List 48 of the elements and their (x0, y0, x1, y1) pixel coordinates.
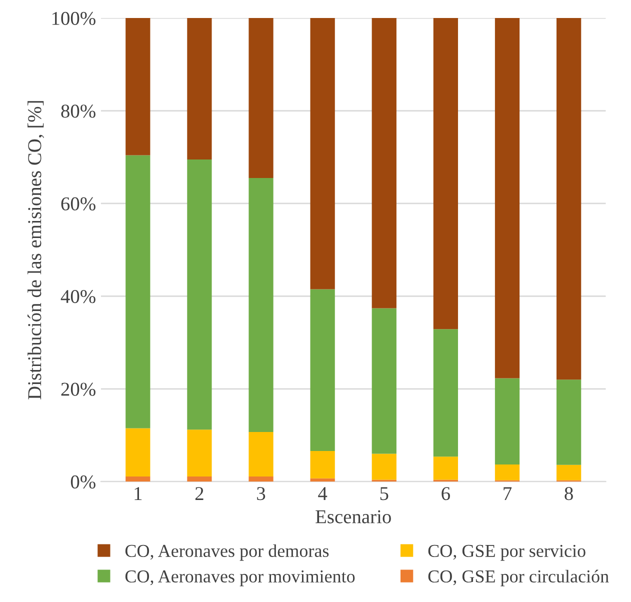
bar (433, 329, 458, 457)
bar (556, 380, 582, 465)
legend-label: CO, Aeronaves por demoras (125, 544, 329, 561)
bar (248, 476, 274, 482)
bar (187, 476, 212, 482)
bar (248, 18, 274, 178)
bar (310, 451, 335, 478)
y-tick-label: 0% (70, 475, 96, 489)
bar (556, 464, 582, 480)
x-tick-label: 2 (195, 487, 204, 500)
bar (433, 18, 458, 330)
y-tick-label: 20% (61, 382, 96, 396)
legend-label: CO, Aeronaves por movimiento (125, 570, 355, 586)
y-axis-title: Distribución de las emisiones CO, [%] (28, 101, 44, 400)
x-axis-title: Escenario (316, 510, 391, 524)
bar (248, 432, 274, 476)
bar (126, 155, 150, 428)
bar (494, 378, 520, 464)
legend-label: CO, GSE por servicio (428, 544, 586, 561)
bar (494, 464, 520, 480)
legend-label: CO, GSE por circulación (428, 570, 609, 586)
y-tick-label: 40% (60, 290, 96, 304)
bar (187, 18, 212, 160)
x-tick-label: 1 (134, 487, 142, 500)
x-tick-label: 3 (257, 487, 266, 500)
x-tick-label: 7 (504, 487, 512, 500)
bar (126, 476, 150, 482)
bar (126, 428, 150, 476)
x-tick-label: 5 (380, 487, 388, 500)
bar (372, 18, 396, 308)
bar (310, 289, 335, 452)
bar (494, 18, 520, 378)
bar (372, 308, 396, 454)
bar (372, 454, 396, 480)
bar (248, 178, 274, 432)
bar (126, 18, 150, 156)
bar (310, 478, 335, 482)
bar (187, 430, 212, 476)
x-tick-label: 4 (318, 487, 328, 500)
y-tick-label: 80% (61, 104, 96, 118)
bar (433, 456, 458, 480)
x-tick-label: 8 (564, 487, 573, 500)
bar (556, 18, 582, 380)
bar (310, 18, 335, 290)
y-tick-label: 100% (52, 12, 96, 26)
bar (187, 159, 212, 430)
y-tick-label: 60% (61, 197, 96, 210)
x-tick-label: 6 (442, 487, 450, 500)
